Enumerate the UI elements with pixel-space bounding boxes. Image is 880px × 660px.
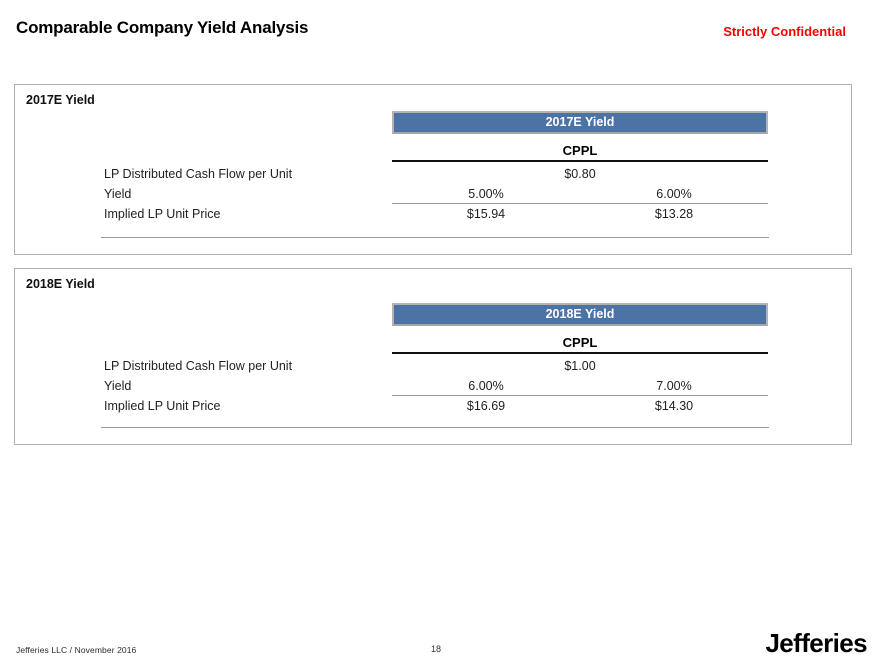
table-title-bar: 2018E Yield	[392, 303, 768, 326]
table-row: Yield 5.00% 6.00%	[104, 184, 768, 204]
column-header: CPPL	[392, 142, 768, 162]
panel-label: 2018E Yield	[26, 277, 95, 291]
row-label: Yield	[104, 187, 132, 201]
cell-value: $13.28	[654, 207, 694, 221]
row-label: Implied LP Unit Price	[104, 399, 221, 413]
row-values: 6.00% 7.00%	[392, 376, 768, 396]
confidential-label: Strictly Confidential	[723, 24, 846, 39]
row-values: $15.94 $13.28	[392, 204, 768, 224]
row-values: $16.69 $14.30	[392, 396, 768, 416]
footer-source-date: Jefferies LLC / November 2016	[16, 645, 137, 655]
panel-2017e-yield: 2017E Yield 2017E Yield CPPL LP Distribu…	[14, 84, 852, 255]
table-row: Implied LP Unit Price $15.94 $13.28	[104, 204, 768, 224]
table-rows: LP Distributed Cash Flow per Unit $1.00 …	[104, 356, 768, 416]
cell-value: $16.69	[466, 399, 506, 413]
cell-value: 5.00%	[468, 187, 504, 201]
row-label: LP Distributed Cash Flow per Unit	[104, 359, 293, 373]
row-label: Yield	[104, 379, 132, 393]
page-number: 18	[430, 644, 441, 654]
cell-value: $1.00	[564, 359, 596, 373]
table-row: LP Distributed Cash Flow per Unit $0.80	[104, 164, 768, 184]
cell-value: $0.80	[564, 167, 596, 181]
row-label: Implied LP Unit Price	[104, 207, 221, 221]
table-bottom-rule	[101, 237, 769, 238]
table-rows: LP Distributed Cash Flow per Unit $0.80 …	[104, 164, 768, 224]
jefferies-logo: Jefferies	[765, 628, 867, 658]
table-bottom-rule	[101, 427, 769, 428]
row-values: $1.00	[392, 356, 768, 376]
row-label: LP Distributed Cash Flow per Unit	[104, 167, 293, 181]
table-row: Implied LP Unit Price $16.69 $14.30	[104, 396, 768, 416]
table-title-bar: 2017E Yield	[392, 111, 768, 134]
row-values: $0.80	[392, 164, 768, 184]
table-row: Yield 6.00% 7.00%	[104, 376, 768, 396]
page-title: Comparable Company Yield Analysis	[16, 18, 309, 37]
column-header: CPPL	[392, 334, 768, 354]
cell-value: 6.00%	[656, 187, 692, 201]
cell-value: $14.30	[654, 399, 694, 413]
cell-value: 7.00%	[656, 379, 692, 393]
row-values: 5.00% 6.00%	[392, 184, 768, 204]
table-row: LP Distributed Cash Flow per Unit $1.00	[104, 356, 768, 376]
panel-2018e-yield: 2018E Yield 2018E Yield CPPL LP Distribu…	[14, 268, 852, 445]
panel-label: 2017E Yield	[26, 93, 95, 107]
cell-value: $15.94	[466, 207, 506, 221]
cell-value: 6.00%	[468, 379, 504, 393]
